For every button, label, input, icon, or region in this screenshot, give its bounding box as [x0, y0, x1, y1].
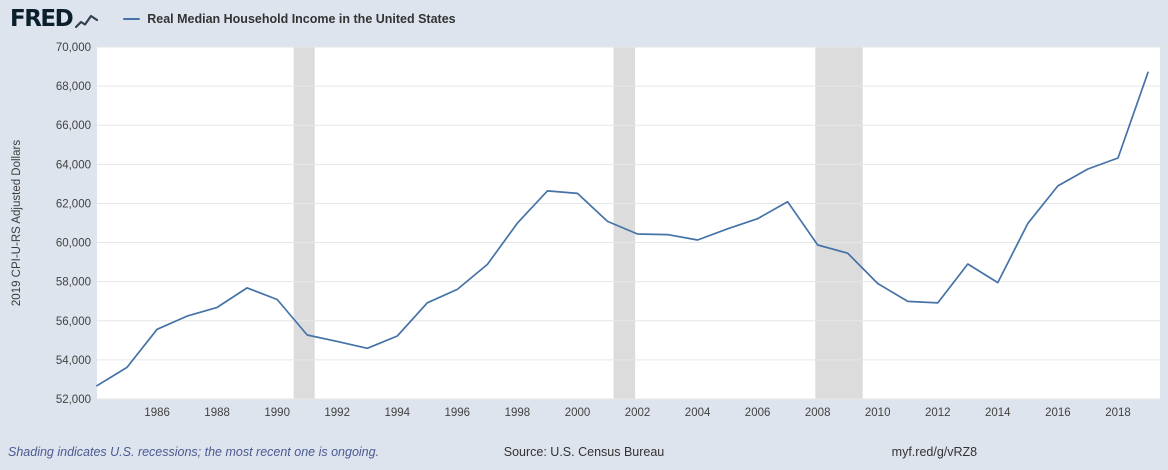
x-tick-label: 2006: [745, 407, 771, 419]
series-legend: Real Median Household Income in the Unit…: [123, 12, 456, 26]
x-tick-label: 1992: [324, 407, 350, 419]
data-source-text: Source: U.S. Census Bureau: [503, 445, 665, 459]
x-tick-label: 1996: [445, 407, 471, 419]
x-tick-label: 2000: [565, 407, 591, 419]
y-axis-title: 2019 CPI-U-RS Adjusted Dollars: [11, 140, 23, 306]
chart-canvas[interactable]: 52,000 54,000 56,000 58,000 60,000 62,000 64,0…: [0, 38, 1168, 422]
x-tick-label: 2002: [625, 407, 651, 419]
fred-logo-sparkline-icon: [75, 14, 99, 28]
series-legend-label: Real Median Household Income in the Unit…: [147, 12, 456, 26]
y-tick-label: 54,000: [56, 355, 91, 367]
x-tick-label: 2004: [685, 407, 711, 419]
recession-shading-note: Shading indicates U.S. recessions; the m…: [8, 445, 380, 459]
x-tick-label: 2010: [865, 407, 891, 419]
x-tick-label: 2016: [1045, 407, 1071, 419]
x-tick-label: 2012: [925, 407, 951, 419]
y-tick-label: 70,000: [56, 42, 91, 54]
fred-logo[interactable]: FRED: [10, 5, 99, 32]
x-tick-label: 1988: [204, 407, 230, 419]
recession-band: [815, 47, 863, 399]
y-tick-label: 66,000: [56, 120, 91, 132]
y-tick-label: 60,000: [56, 238, 91, 250]
recession-band: [293, 47, 315, 399]
recession-band: [613, 47, 636, 399]
short-url-link[interactable]: myf.red/g/vRZ8: [891, 445, 978, 459]
y-tick-label: 64,000: [56, 159, 91, 171]
x-tick-label: 1986: [144, 407, 170, 419]
series-line: [96, 71, 1149, 387]
x-tick-label: 1990: [264, 407, 290, 419]
y-tick-label: 52,000: [56, 394, 91, 406]
x-tick-label: 1994: [385, 407, 411, 419]
x-tick-label: 2014: [985, 407, 1011, 419]
y-tick-label: 56,000: [56, 316, 91, 328]
y-tick-label: 58,000: [56, 277, 91, 289]
y-tick-label: 68,000: [56, 81, 91, 93]
chart-header: FRED Real Median Household Income in the…: [0, 0, 1168, 38]
series-legend-swatch: [123, 18, 141, 20]
chart[interactable]: 52,000 54,000 56,000 58,000 60,000 62,000 64,0…: [0, 38, 1168, 427]
y-tick-label: 62,000: [56, 198, 91, 210]
x-tick-label: 2018: [1105, 407, 1131, 419]
x-tick-label: 2008: [805, 407, 831, 419]
fred-logo-text: FRED: [10, 5, 74, 32]
x-tick-label: 1998: [505, 407, 531, 419]
